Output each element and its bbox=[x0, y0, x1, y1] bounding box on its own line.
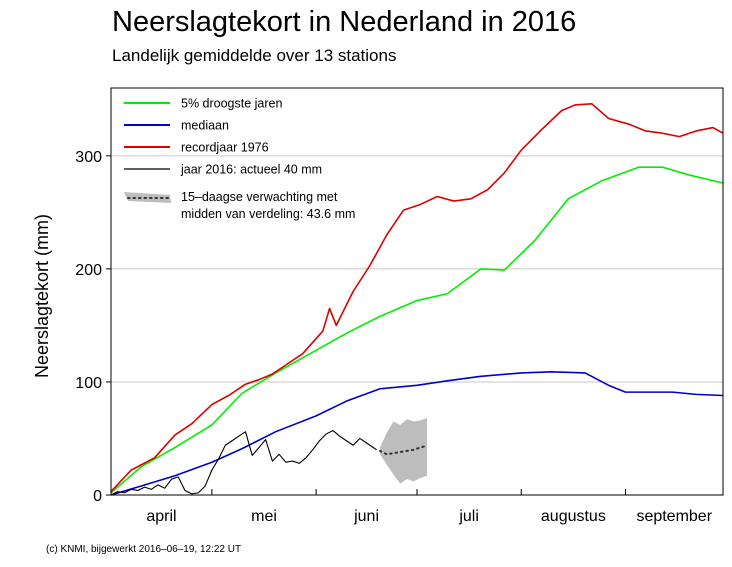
y-tick-label: 300 bbox=[75, 149, 102, 166]
legend-label: recordjaar 1976 bbox=[181, 141, 269, 155]
axis-ticks: 0 100 200 300 april mei juni juli augustus septem… bbox=[75, 149, 712, 525]
x-tick-label: augustus bbox=[541, 508, 606, 525]
series-line-1 bbox=[110, 166, 724, 494]
forecast-band-layer bbox=[379, 418, 429, 484]
x-tick-label: juni bbox=[353, 508, 379, 525]
y-axis-label: Neerslagtekort (mm) bbox=[32, 214, 52, 378]
x-tick-label: mei bbox=[251, 508, 277, 525]
y-tick-label: 100 bbox=[75, 375, 102, 392]
x-tick-label: juli bbox=[458, 508, 479, 525]
grid-lines bbox=[111, 155, 723, 383]
y-tick-label: 0 bbox=[93, 488, 102, 505]
legend-label: 5% droogste jaren bbox=[181, 97, 283, 111]
forecast-band bbox=[380, 418, 428, 484]
forecast-legend-line2: midden van verdeling: 43.6 mm bbox=[181, 207, 355, 221]
forecast-legend-band bbox=[124, 192, 171, 203]
series-line-2 bbox=[110, 370, 724, 496]
x-tick-label: april bbox=[146, 508, 176, 525]
series-layer bbox=[110, 103, 724, 496]
legend-label: mediaan bbox=[181, 119, 229, 133]
copyright-footer: (c) KNMI, bijgewerkt 2016–06–19, 12:22 U… bbox=[46, 544, 242, 555]
x-tick-label: september bbox=[636, 508, 712, 525]
series-line-4 bbox=[110, 430, 377, 496]
chart-subtitle: Landelijk gemiddelde over 13 stations bbox=[112, 46, 397, 65]
legend: 15–daagse verwachting met midden van ver… bbox=[124, 97, 355, 221]
chart-title: Neerslagtekort in Nederland in 2016 bbox=[112, 6, 577, 38]
legend-label: jaar 2016: actueel 40 mm bbox=[180, 163, 322, 177]
y-tick-label: 200 bbox=[75, 262, 102, 279]
series-line-3 bbox=[110, 103, 724, 493]
forecast-median-line bbox=[379, 444, 429, 456]
forecast-legend-line1: 15–daagse verwachting met bbox=[181, 190, 338, 204]
